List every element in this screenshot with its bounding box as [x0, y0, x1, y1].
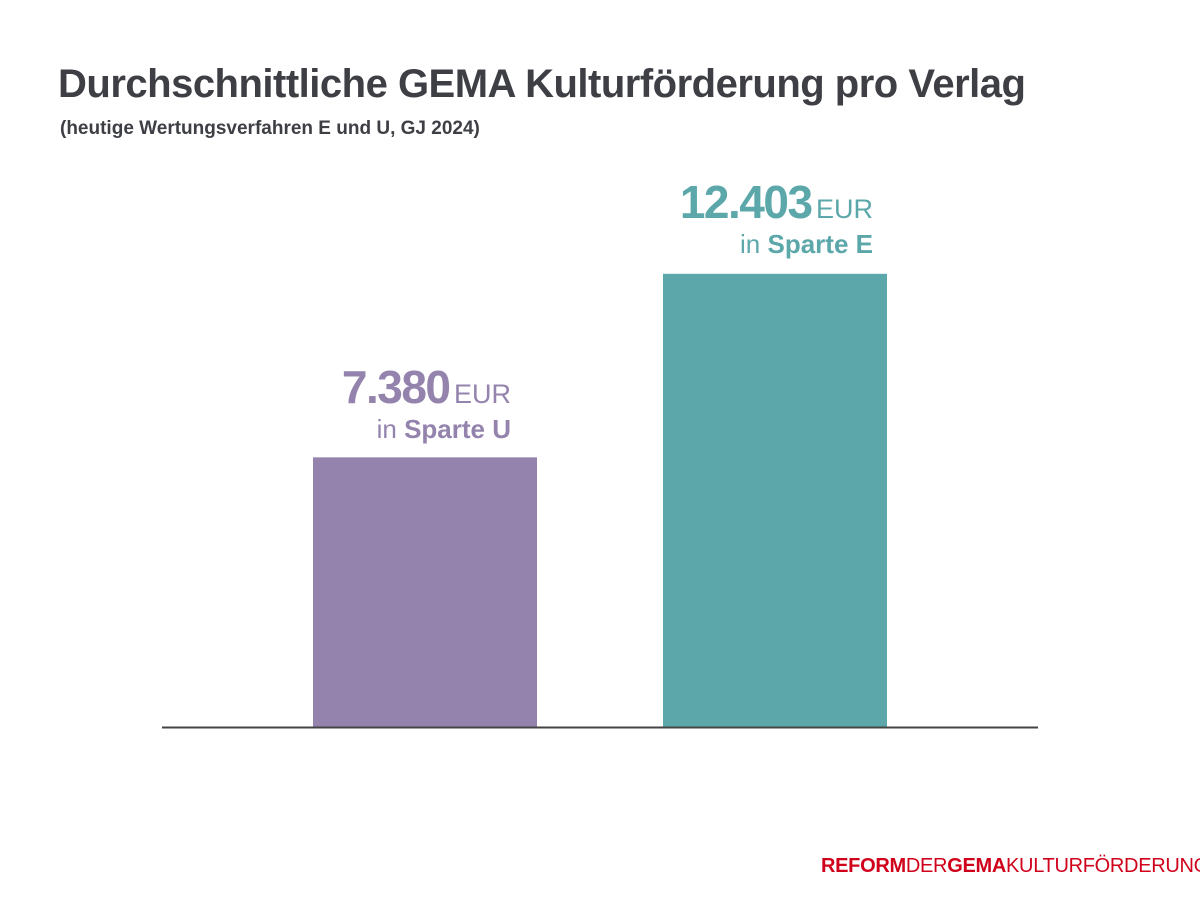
unit-label: EUR — [815, 194, 873, 224]
value-label: 7.380 — [341, 361, 451, 413]
value-label: 12.403 — [679, 176, 813, 228]
bar-label-sparte-u: 7.380 EUR in Sparte U — [342, 360, 511, 444]
unit-label: EUR — [453, 379, 511, 409]
bar-sparte-u — [313, 457, 537, 727]
category-label: Sparte E — [767, 229, 874, 259]
bar-label-sparte-e: 12.403 EUR in Sparte E — [680, 175, 873, 259]
bar-sparte-e — [663, 273, 887, 727]
category-prefix: in — [376, 414, 397, 444]
logo: REFORMDERGEMAKULTURFÖRDERUNG — [821, 855, 1200, 877]
category-label: Sparte U — [404, 414, 511, 444]
chart-title: Durchschnittliche GEMA Kulturförderung p… — [58, 62, 1026, 106]
chart-subtitle: (heutige Wertungsverfahren E und U, GJ 2… — [60, 118, 480, 139]
category-prefix: in — [740, 229, 761, 259]
